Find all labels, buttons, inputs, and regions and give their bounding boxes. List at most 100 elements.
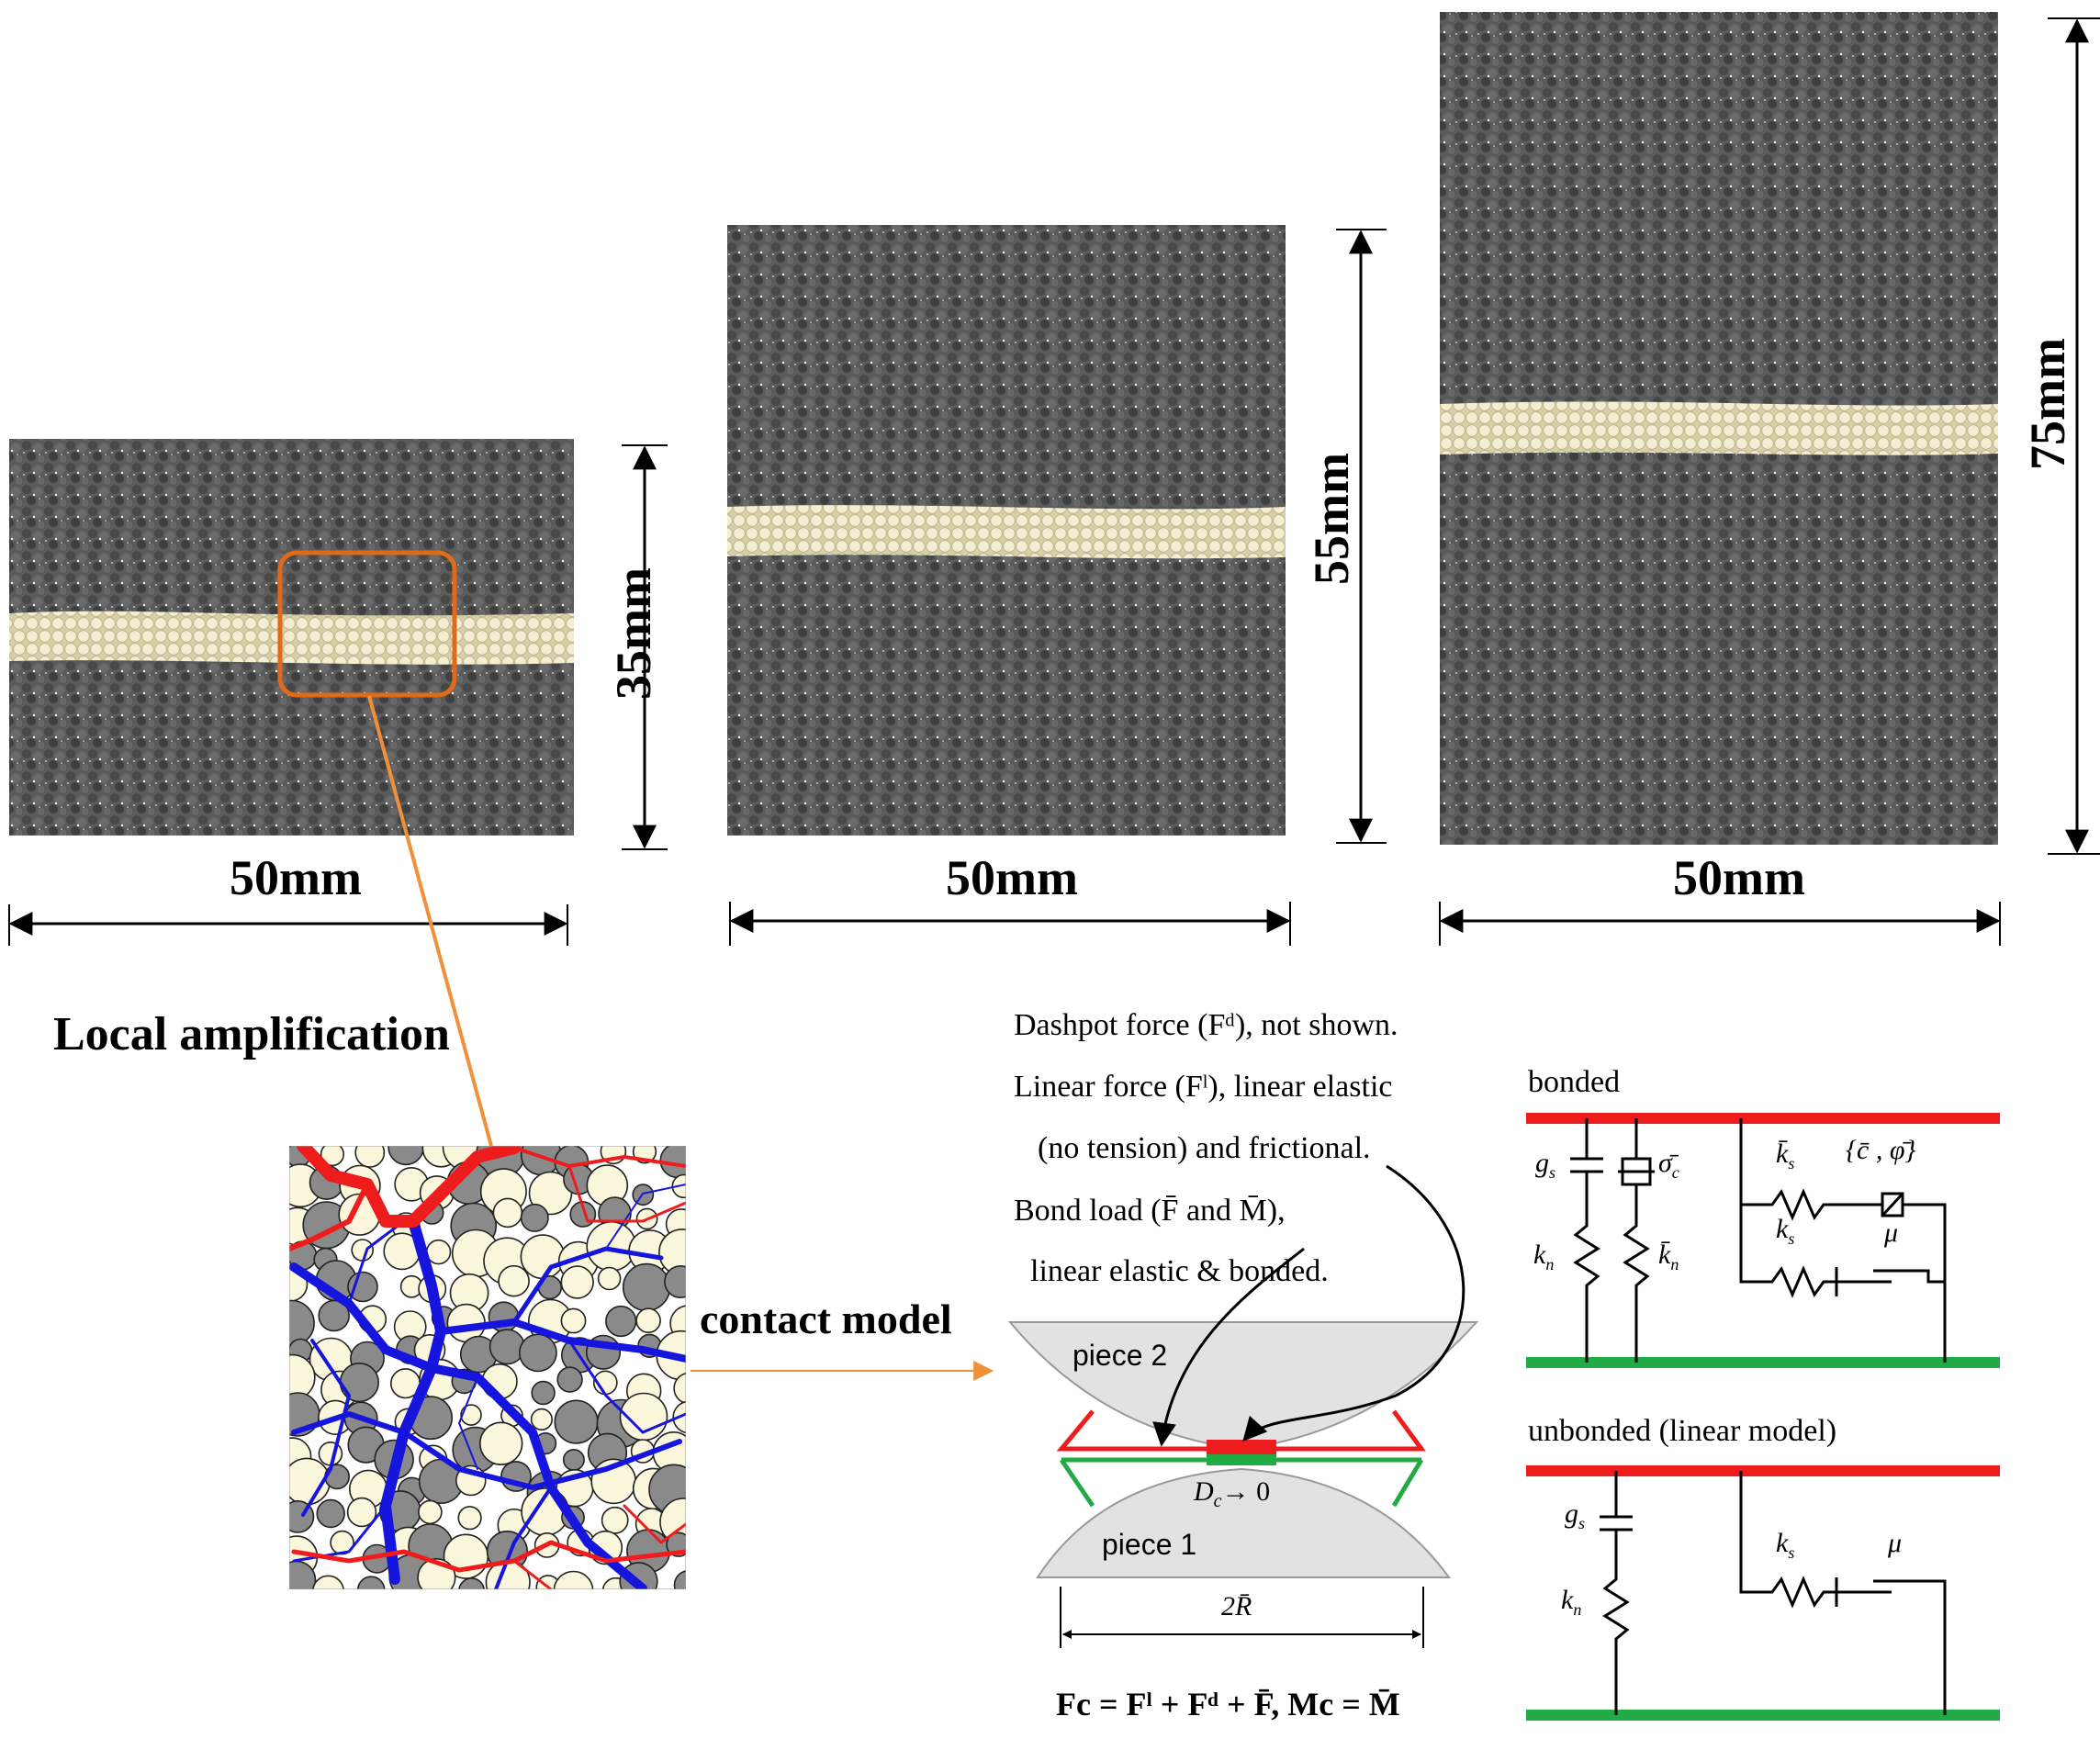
symbol-mu: μ [1884, 1217, 1899, 1248]
particle [597, 1266, 622, 1291]
particle [673, 1373, 686, 1405]
particle [531, 1380, 556, 1406]
particle [457, 1506, 482, 1531]
symbol-kn-unbonded: kn [1561, 1585, 1582, 1619]
symbol-ks: ks [1776, 1214, 1795, 1248]
particle [318, 1442, 343, 1466]
bonded-title: bonded [1528, 1065, 1621, 1099]
particle [478, 1421, 523, 1465]
bond-load-text-2: linear elastic & bonded. [1030, 1254, 1329, 1288]
particle [289, 1299, 315, 1347]
particle [387, 1146, 424, 1166]
particle [318, 1299, 351, 1332]
particle [635, 1307, 661, 1333]
particle [312, 1575, 344, 1589]
piece-1-label: piece 1 [1102, 1528, 1197, 1561]
particle [339, 1362, 380, 1403]
particle [601, 1506, 629, 1534]
particle [664, 1265, 686, 1298]
unbonded-title: unbonded (linear model) [1528, 1414, 1837, 1448]
particle [554, 1399, 599, 1444]
particle [356, 1576, 386, 1589]
particle [673, 1570, 686, 1589]
particle [324, 1464, 351, 1490]
particle [354, 1146, 386, 1168]
bond-pointer-arrow [1152, 1247, 1305, 1447]
particle [586, 1221, 637, 1272]
width-label-55mm: 50mm [946, 850, 1078, 905]
dim-35mm [8, 444, 668, 946]
gap-label: Dc→ 0 [1194, 1476, 1271, 1511]
contact-model-diagram [1007, 1164, 1479, 1648]
symbol-c-phi: {c̄ , φ̄} [1846, 1135, 1916, 1165]
particle [489, 1329, 525, 1365]
force-chains-compression [289, 1184, 686, 1589]
dim-75mm [1439, 17, 2100, 946]
linear-force-text-2: (no tension) and frictional. [1038, 1131, 1371, 1165]
particle [562, 1449, 585, 1472]
specimen-75mm [1440, 12, 1998, 845]
particle [530, 1408, 554, 1430]
particle [316, 1498, 345, 1529]
particle [498, 1264, 530, 1297]
symbol-kn-bar: k̄n [1658, 1240, 1679, 1273]
specimen-band [9, 611, 574, 665]
particle [418, 1499, 443, 1525]
particle [460, 1404, 482, 1426]
dim-55mm [729, 229, 1387, 946]
particle [659, 1146, 686, 1179]
symbol-mu-unbonded: μ [1888, 1528, 1903, 1558]
particle [347, 1271, 378, 1303]
bond-load-text-1: Bond load (F̄ and M̄), [1014, 1194, 1286, 1228]
dashpot-text: Dashpot force (Fᵈ), not shown. [1014, 1008, 1398, 1042]
particle [560, 1265, 594, 1299]
unbonded-model [1526, 1465, 2000, 1721]
bond-element-base [1207, 1454, 1276, 1465]
piece-1-shape [1036, 1467, 1451, 1578]
width-label-75mm: 50mm [1673, 850, 1805, 905]
particle [289, 1560, 317, 1589]
particle [520, 1203, 549, 1232]
symbol-sigma-c: σ̄c [1658, 1148, 1679, 1182]
particle [556, 1366, 583, 1393]
particle [346, 1497, 377, 1528]
force-equation: Fc = Fˡ + Fᵈ + F̄, Mc = M̄ [1056, 1686, 1400, 1722]
symbol-kn: kn [1533, 1240, 1555, 1273]
specimen-band [727, 505, 1286, 559]
symbol-gs: gs [1535, 1148, 1556, 1182]
width-label-35mm: 50mm [230, 850, 362, 905]
bonded-model [1526, 1113, 2000, 1368]
particle [492, 1197, 523, 1229]
particle [560, 1307, 587, 1334]
piece-2-label: piece 2 [1072, 1339, 1168, 1372]
zoom-highlight-box [277, 550, 457, 698]
symbol-ks-bar: k̄s [1776, 1139, 1795, 1172]
specimen-band [1440, 401, 1998, 455]
particle [622, 1262, 671, 1312]
local-amplification-label: Local amplification [53, 1008, 450, 1060]
bond-element [1207, 1440, 1276, 1454]
particle [520, 1234, 566, 1280]
particle [519, 1333, 557, 1373]
specimen-55mm [727, 225, 1286, 836]
symbol-gs-unbonded: gs [1565, 1498, 1586, 1532]
particle [553, 1570, 594, 1589]
particle [425, 1239, 452, 1265]
contact-model-label: contact model [700, 1296, 952, 1342]
zoom-panel [289, 1146, 686, 1589]
particle [351, 1239, 375, 1262]
specimen-35mm [9, 439, 574, 836]
particle [320, 1146, 344, 1167]
zoom-connector-line [367, 695, 493, 1147]
height-label-35mm: 35mm [606, 567, 661, 700]
linear-force-text-1: Linear force (Fˡ), linear elastic [1014, 1070, 1393, 1104]
linear-pointer-arrow [1242, 1164, 1466, 1442]
particle [458, 1577, 486, 1589]
radius-label: 2R̄ [1221, 1591, 1252, 1621]
symbol-ks-unbonded: ks [1776, 1528, 1795, 1562]
height-label-75mm: 75mm [2020, 338, 2075, 470]
particle [605, 1305, 637, 1338]
force-chains-tension [289, 1146, 686, 1589]
